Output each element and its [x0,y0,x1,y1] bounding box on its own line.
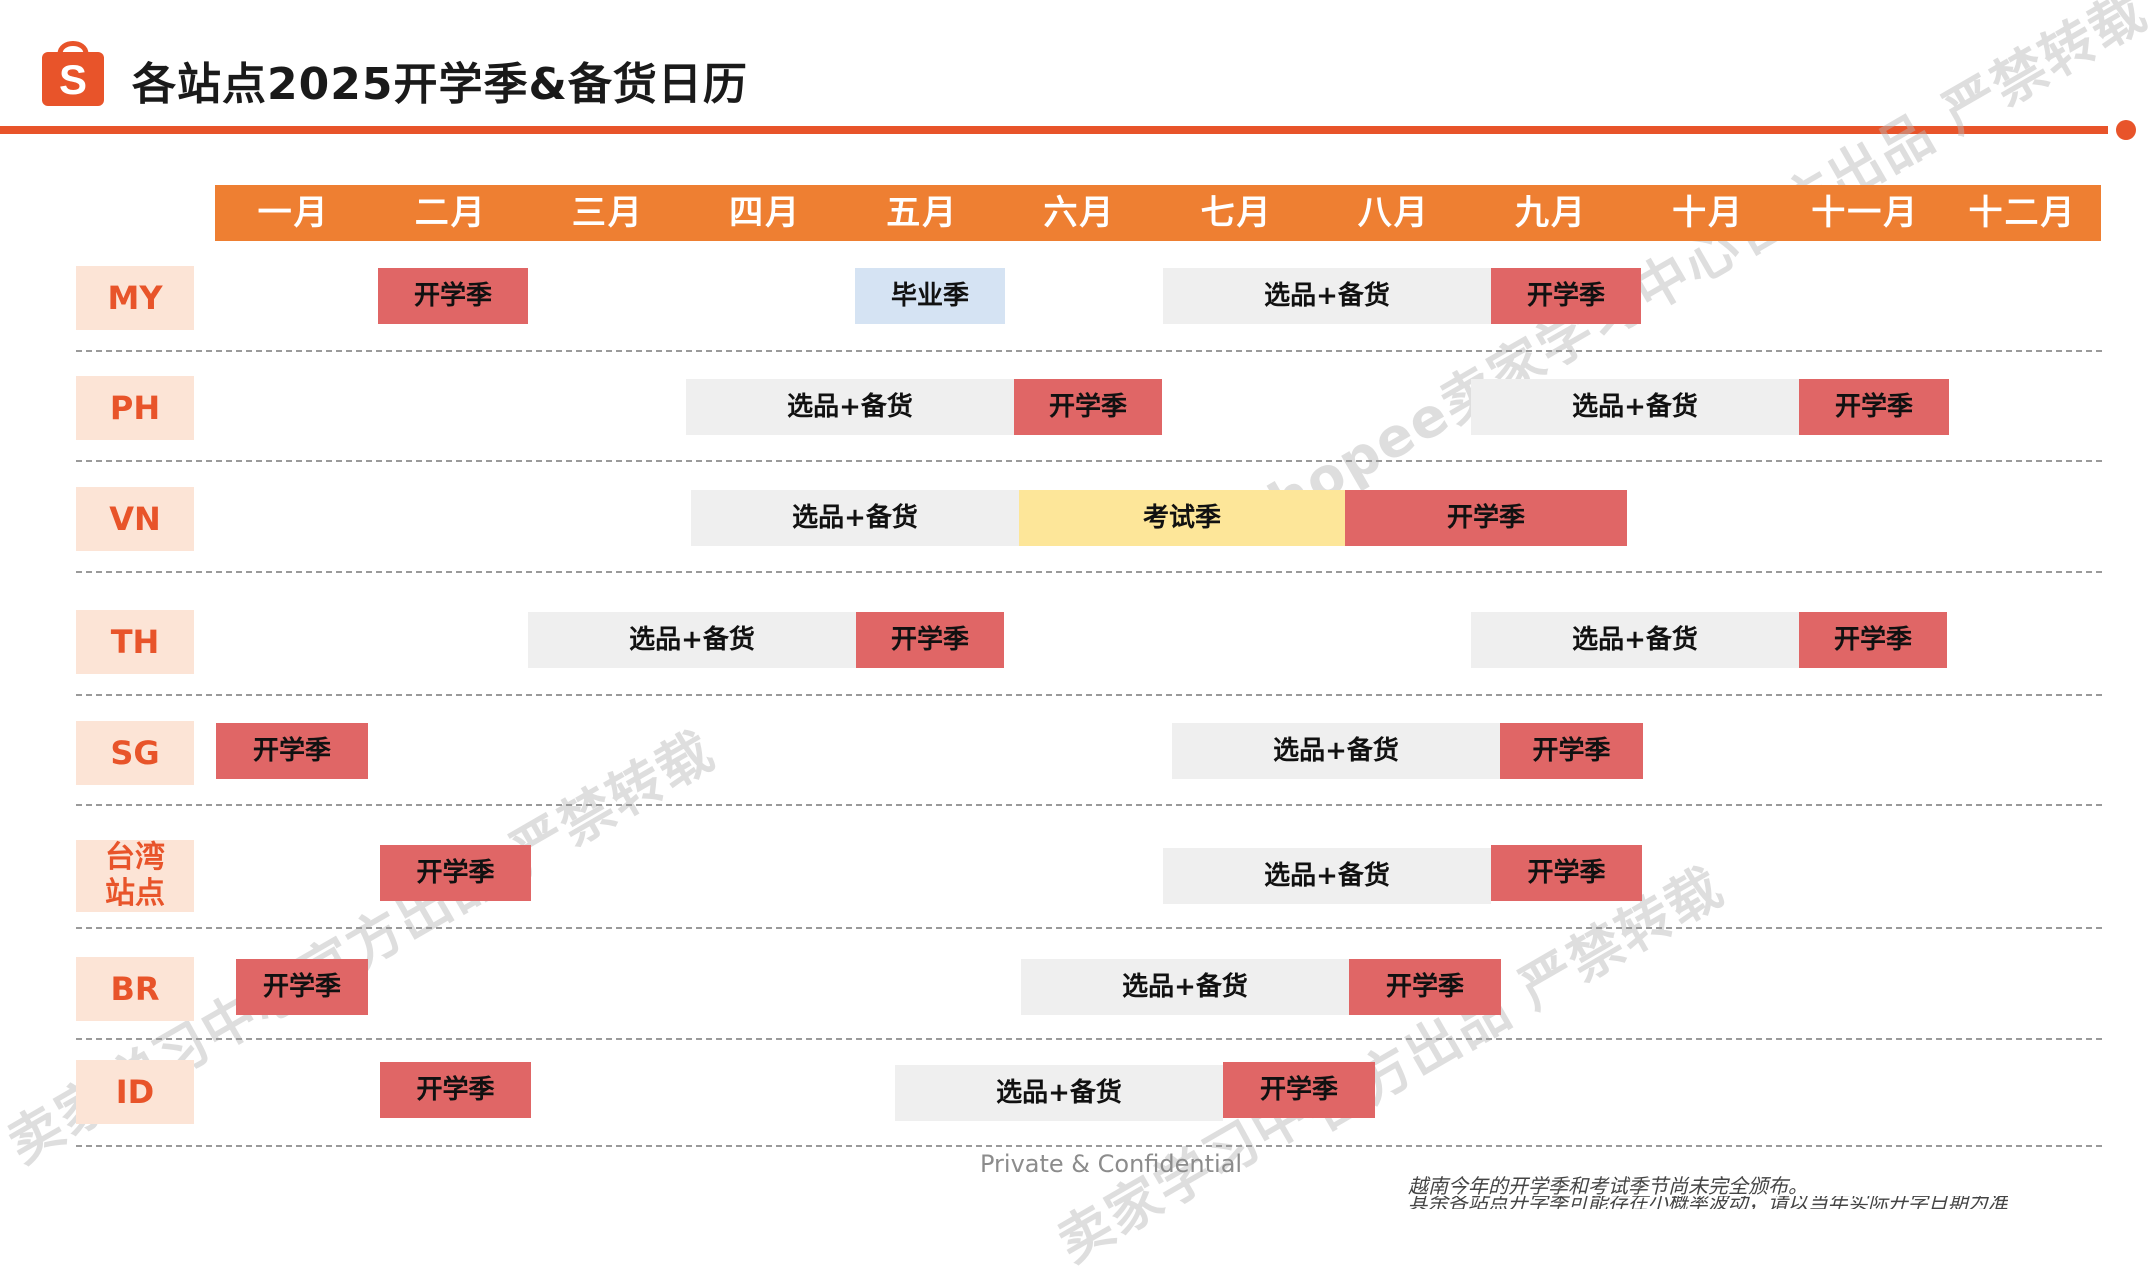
row-divider [76,804,2102,806]
school-season-bar: 开学季 [1223,1062,1375,1118]
stocking-bar: 选品+备货 [1163,848,1491,904]
stocking-bar: 选品+备货 [1172,723,1500,779]
title-divider [0,126,2108,134]
month-label: 六月 [1043,193,1116,233]
row-label-sg: SG [76,721,194,785]
row-label-my: MY [76,266,194,330]
exam-season-bar: 考试季 [1019,490,1345,546]
school-season-bar: 开学季 [378,268,528,324]
school-season-bar: 开学季 [236,959,368,1015]
row-label-th: TH [76,610,194,674]
school-season-bar: 开学季 [1799,612,1947,668]
footnote: 其余各站点开学季可能存在小概率波动，请以当年实际开学日期为准 [1408,1196,2008,1209]
stocking-bar: 选品+备货 [686,379,1014,435]
month-label: 五月 [886,193,959,233]
school-season-bar: 开学季 [1799,379,1949,435]
school-season-bar: 开学季 [1500,723,1643,779]
row-label-line: 台湾 [105,840,165,875]
stocking-bar: 选品+备货 [528,612,856,668]
graduation-season-bar: 毕业季 [855,268,1005,324]
month-label: 七月 [1200,193,1273,233]
school-season-bar: 开学季 [1014,379,1162,435]
month-label: 十月 [1672,193,1745,233]
month-label: 二月 [414,193,487,233]
school-season-bar: 开学季 [856,612,1004,668]
row-divider [76,571,2102,573]
stocking-bar: 选品+备货 [895,1065,1223,1121]
row-divider [76,1038,2102,1040]
stocking-bar: 选品+备货 [691,490,1019,546]
row-label-line: 站点 [105,876,165,911]
stocking-bar: 选品+备货 [1021,959,1349,1015]
row-label-id: ID [76,1060,194,1124]
month-label: 四月 [729,193,802,233]
row-label-br: BR [76,957,194,1021]
month-label: 十二月 [1968,193,2077,233]
month-label: 十一月 [1811,193,1920,233]
title-divider-dot [2116,120,2136,140]
stocking-bar: 选品+备货 [1471,379,1799,435]
row-divider [76,460,2102,462]
school-season-bar: 开学季 [1349,959,1501,1015]
logo-letter: S [59,56,87,103]
shopee-bag-logo: S [42,41,104,106]
school-season-bar: 开学季 [380,845,531,901]
month-header: 一月 二月 三月 四月 五月 六月 七月 八月 九月 十月 十一月 十二月 [215,185,2101,241]
school-season-bar: 开学季 [1491,268,1641,324]
row-divider [76,927,2102,929]
page-title: 各站点2025开学季&备货日历 [132,59,748,110]
school-season-bar: 开学季 [1345,490,1627,546]
stocking-bar: 选品+备货 [1163,268,1491,324]
school-season-bar: 开学季 [380,1062,531,1118]
row-divider [76,350,2102,352]
row-divider [76,1145,2102,1147]
row-divider [76,694,2102,696]
row-label-vn: VN [76,487,194,551]
month-label: 九月 [1514,193,1587,233]
school-season-bar: 开学季 [216,723,368,779]
stocking-bar: 选品+备货 [1471,612,1799,668]
month-label: 三月 [571,193,644,233]
school-season-bar: 开学季 [1491,845,1642,901]
row-label-ph: PH [76,376,194,440]
month-label: 八月 [1357,193,1430,233]
row-label-tw: 台湾 站点 [76,840,194,912]
footnote: 越南今年的开学季和考试季节尚未完全颁布。 [1408,1174,1808,1198]
month-label: 一月 [257,193,330,233]
confidential-label: Private & Confidential [980,1150,1243,1178]
